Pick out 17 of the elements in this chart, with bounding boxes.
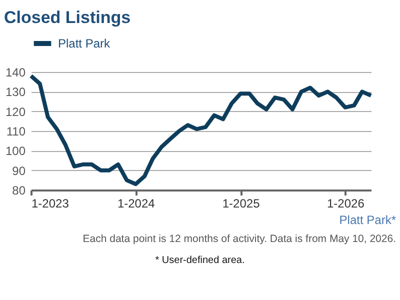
y-tick-label: 120 (5, 104, 26, 119)
line-series (29, 74, 373, 186)
x-tick-label: 1-2023 (32, 196, 70, 210)
y-tick-label: 140 (5, 66, 26, 80)
legend-label: Platt Park (58, 36, 112, 50)
text: Platt Park* (338, 213, 397, 227)
x-tick-label: 1-2024 (117, 196, 156, 210)
text: Each data point is 12 months of activity. Data is from May 10, 2026. (82, 233, 397, 245)
y-tick-label: 80 (12, 184, 26, 198)
x-tick-label: 1-2026 (327, 196, 365, 210)
y-tick-label: 110 (6, 124, 26, 138)
y-tick-label: 90 (12, 164, 26, 178)
chart-title: Closed Listings (3, 7, 132, 28)
y-tick-label: 130 (5, 85, 26, 100)
y-tick-label: 100 (5, 144, 26, 158)
x-tick-label: 1-2025 (222, 196, 260, 210)
text: * User-defined area. (154, 255, 246, 266)
